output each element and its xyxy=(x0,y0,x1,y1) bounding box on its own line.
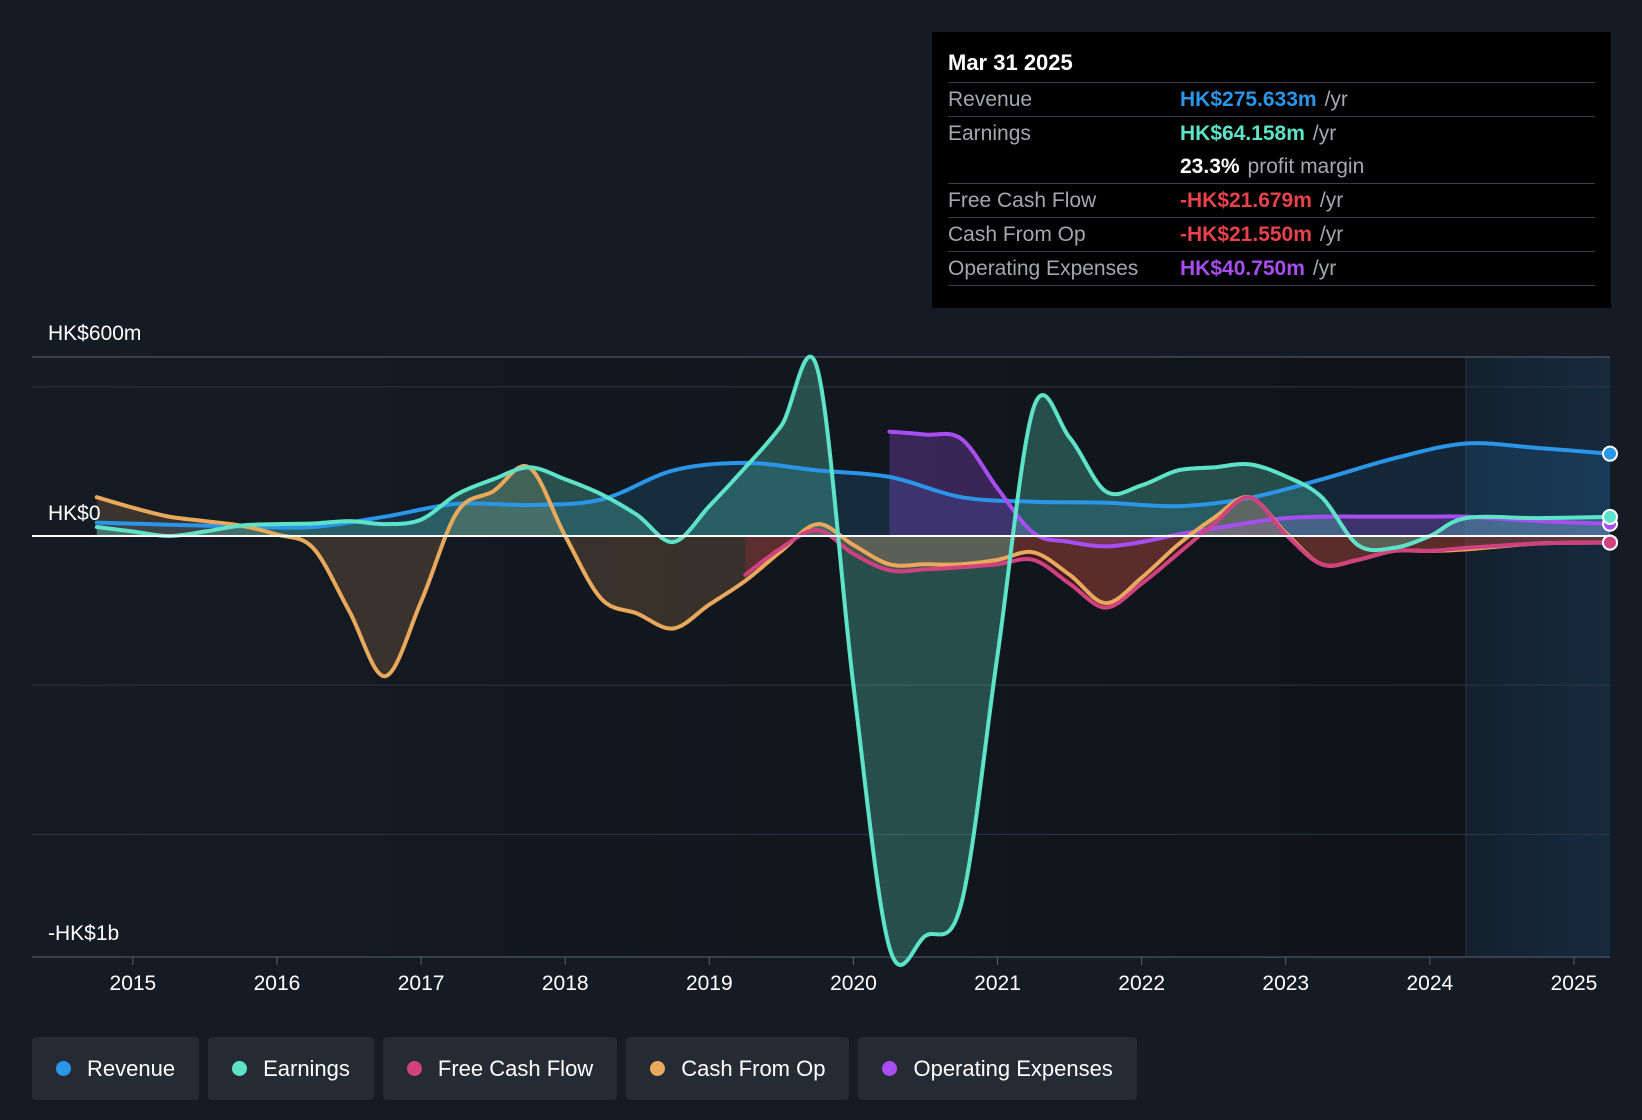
x-tick-label: 2018 xyxy=(542,972,589,995)
legend-item-earnings[interactable]: Earnings xyxy=(208,1037,374,1100)
y-label-top: HK$600m xyxy=(48,322,141,345)
legend-dot-icon xyxy=(56,1061,71,1076)
tooltip-row-earnings: Earnings HK$64.158m /yr xyxy=(948,116,1595,150)
legend-dot-icon xyxy=(882,1061,898,1076)
legend-label: Cash From Op xyxy=(681,1055,826,1081)
x-tick-label: 2016 xyxy=(254,972,301,995)
plot-background xyxy=(32,357,1610,957)
legend-dot-icon xyxy=(650,1061,666,1076)
x-tick-label: 2020 xyxy=(830,972,877,995)
legend-item-free-cash-flow[interactable]: Free Cash Flow xyxy=(382,1037,618,1100)
x-tick-label: 2022 xyxy=(1118,972,1165,995)
tooltip-value: HK$64.158m xyxy=(1180,121,1305,145)
tooltip-panel: Mar 31 2025 Revenue HK$275.633m /yr Earn… xyxy=(932,32,1611,308)
forecast-band xyxy=(1465,357,1610,957)
earnings-line xyxy=(94,354,1612,967)
chart-canvas: HK$600m HK$0 -HK$1b 2015 2016 2017 2018 2019… xyxy=(32,322,1618,995)
tooltip-label: Cash From Op xyxy=(948,222,1086,246)
y-label-bottom: -HK$1b xyxy=(48,922,119,945)
legend-label: Operating Expenses xyxy=(913,1055,1113,1081)
tooltip-value: HK$275.633m xyxy=(1180,87,1317,111)
tooltip-value: -HK$21.550m xyxy=(1180,222,1312,246)
tooltip-label: Revenue xyxy=(948,87,1033,111)
legend-item-operating-expenses[interactable]: Operating Expenses xyxy=(858,1037,1137,1100)
tooltip-value: -HK$21.679m xyxy=(1180,188,1312,212)
legend-label: Revenue xyxy=(87,1055,176,1081)
tooltip-value: HK$40.750m xyxy=(1180,256,1305,280)
tooltip-value: 23.3% xyxy=(1180,154,1240,178)
tooltip-row-free-cash-flow: Free Cash Flow -HK$21.679m /yr xyxy=(948,183,1595,217)
x-tick-label: 2015 xyxy=(110,972,157,995)
revenue-area xyxy=(96,443,1610,536)
tooltip-row-profit-margin: 23.3% profit margin xyxy=(948,150,1595,183)
cash-from-op-area xyxy=(96,465,1610,677)
x-axis: 2015 2016 2017 2018 2019 2020 2021 2022 2023 2024… xyxy=(110,957,1598,995)
x-tick-label: 2025 xyxy=(1551,972,1598,995)
tooltip-unit: /yr xyxy=(1312,256,1337,280)
x-tick-label: 2019 xyxy=(686,972,733,995)
legend-item-cash-from-op[interactable]: Cash From Op xyxy=(626,1037,850,1100)
free-cash-flow-line xyxy=(743,495,1612,610)
legend-dot-icon xyxy=(406,1061,422,1076)
tooltip-unit: /yr xyxy=(1312,121,1337,145)
y-label-zero: HK$0 xyxy=(48,502,101,525)
earnings-endpoint xyxy=(1602,508,1618,525)
tooltip-row-cash-from-op: Cash From Op -HK$21.550m /yr xyxy=(948,217,1595,251)
legend: Revenue Earnings Free Cash Flow Cash Fro… xyxy=(32,1037,1137,1100)
tooltip-unit: /yr xyxy=(1324,87,1348,111)
free-cash-flow-endpoint xyxy=(1602,534,1618,551)
x-tick-label: 2021 xyxy=(974,972,1021,995)
tooltip-date: Mar 31 2025 xyxy=(948,50,1073,75)
tooltip-unit: /yr xyxy=(1319,222,1344,246)
tooltip-unit: /yr xyxy=(1319,188,1344,212)
tooltip-label: Earnings xyxy=(948,121,1031,145)
legend-label: Free Cash Flow xyxy=(437,1055,594,1081)
operating-expenses-line xyxy=(887,429,1612,549)
tooltip-unit: profit margin xyxy=(1247,154,1365,178)
legend-label: Earnings xyxy=(263,1055,350,1081)
tooltip-row-revenue: Revenue HK$275.633m /yr xyxy=(948,82,1595,116)
x-tick-label: 2017 xyxy=(398,972,445,995)
legend-item-revenue[interactable]: Revenue xyxy=(32,1037,200,1100)
legend-dot-icon xyxy=(232,1061,248,1076)
revenue-endpoint xyxy=(1602,445,1618,462)
x-tick-label: 2023 xyxy=(1262,972,1309,995)
tooltip-label: Operating Expenses xyxy=(948,256,1139,280)
x-tick-label: 2024 xyxy=(1407,972,1454,995)
series-lines xyxy=(94,354,1612,967)
tooltip-row-operating-expenses: Operating Expenses HK$40.750m /yr xyxy=(948,251,1595,286)
tooltip-label: Free Cash Flow xyxy=(948,188,1097,212)
